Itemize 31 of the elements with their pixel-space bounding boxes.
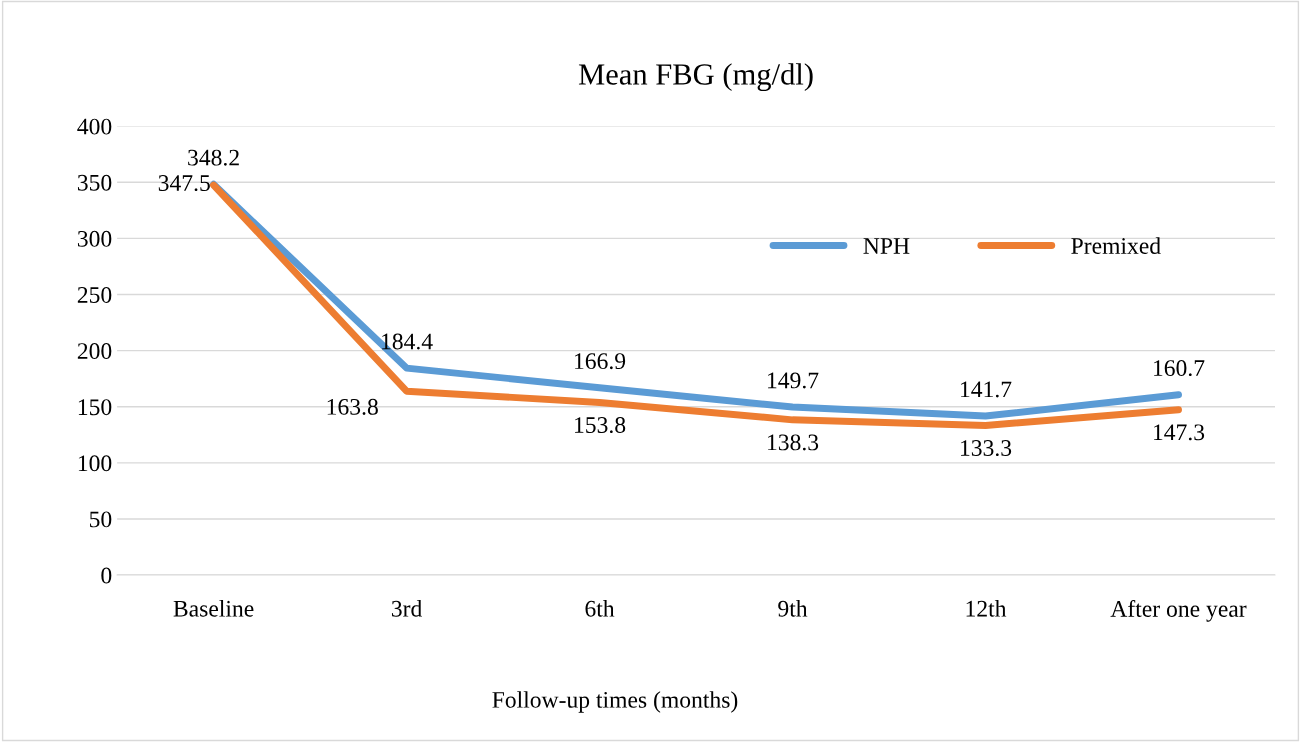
data-label: 153.8 bbox=[575, 417, 626, 434]
data-label: 141.7 bbox=[961, 381, 1012, 398]
y-tick-label: 150 bbox=[78, 399, 112, 416]
data-label: 138.3 bbox=[768, 434, 819, 451]
x-tick-label: 3rd bbox=[391, 600, 423, 617]
y-tick-label: 0 bbox=[101, 567, 112, 584]
data-label: 166.9 bbox=[575, 353, 626, 370]
y-tick-label: 200 bbox=[77, 343, 112, 360]
x-axis-title: Follow-up times (months) bbox=[492, 691, 738, 713]
x-tick-label: 9th bbox=[778, 600, 808, 617]
y-tick-label: 250 bbox=[77, 286, 112, 303]
data-label: 348.2 bbox=[188, 149, 239, 166]
data-label: 149.7 bbox=[768, 372, 819, 389]
legend-label: Premixed bbox=[1071, 237, 1161, 254]
x-tick-label: 6th bbox=[585, 600, 615, 617]
data-label: 163.8 bbox=[327, 398, 378, 415]
x-tick-label: After one year bbox=[1110, 600, 1247, 622]
x-tick-label: 12th bbox=[966, 600, 1007, 617]
data-label: 184.4 bbox=[382, 333, 433, 350]
data-label: 147.3 bbox=[1154, 424, 1205, 441]
y-tick-label: 400 bbox=[77, 118, 112, 135]
y-tick-label: 350 bbox=[77, 174, 112, 191]
y-tick-label: 300 bbox=[77, 230, 112, 247]
chart-title: Mean FBG (mg/dl) bbox=[578, 63, 813, 92]
data-label: 160.7 bbox=[1154, 360, 1205, 377]
data-label: 347.5 bbox=[158, 175, 210, 192]
y-tick-label: 50 bbox=[89, 511, 112, 528]
legend-label: NPH bbox=[863, 238, 910, 254]
y-tick-label: 100 bbox=[78, 455, 112, 472]
x-tick-label: Baseline bbox=[173, 600, 254, 617]
data-label: 133.3 bbox=[961, 440, 1012, 457]
